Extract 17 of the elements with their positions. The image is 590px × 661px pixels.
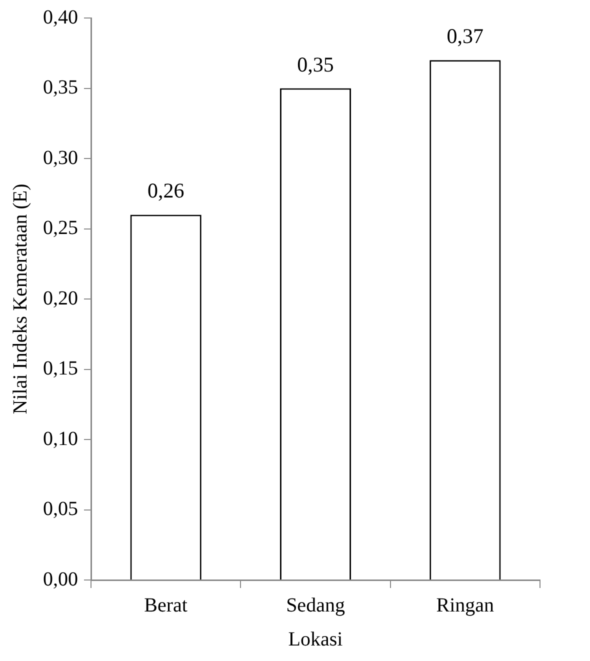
y-axis-title: Nilai Indeks Kemerataan (E) [9, 184, 32, 414]
y-tick-label: 0,35 [43, 76, 78, 98]
y-tick-label: 0,30 [43, 146, 78, 169]
data-label: 0,35 [297, 52, 334, 76]
y-tick-label: 0,25 [43, 217, 78, 239]
x-tick-label: Ringan [436, 594, 494, 616]
y-tick-label: 0,10 [43, 428, 78, 450]
data-label: 0,26 [147, 178, 184, 203]
y-tick-label: 0,00 [43, 568, 78, 590]
x-tick-label: Berat [144, 594, 188, 616]
data-label: 0,37 [446, 24, 484, 48]
y-tick-label: 0,40 [43, 6, 78, 28]
x-axis-title: Lokasi [288, 628, 344, 650]
y-tick-label: 0,05 [43, 498, 78, 520]
x-tick-label: Sedang [286, 594, 345, 616]
y-tick-label: 0,15 [43, 358, 78, 380]
y-tick-label: 0,20 [43, 287, 78, 310]
